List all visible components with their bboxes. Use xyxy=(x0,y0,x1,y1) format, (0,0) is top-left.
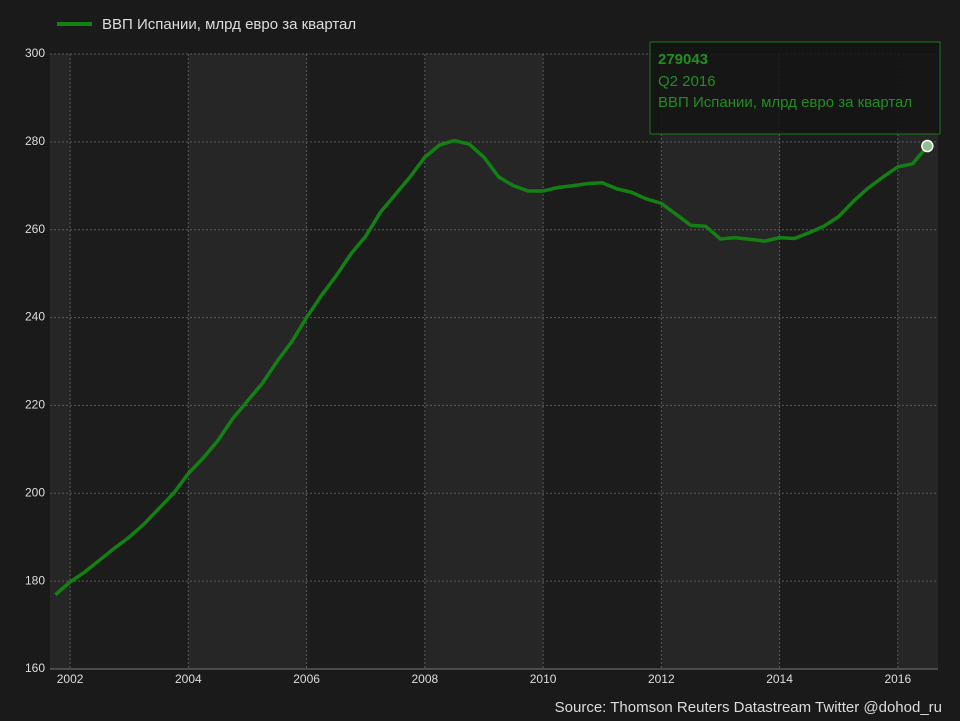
highlight-point xyxy=(921,139,934,153)
tooltip-series: ВВП Испании, млрд евро за квартал xyxy=(658,94,912,111)
band xyxy=(188,54,307,669)
band xyxy=(661,54,780,669)
y-tick-label: 240 xyxy=(25,310,45,324)
x-tick-label: 2016 xyxy=(884,672,911,686)
plot-area xyxy=(50,53,938,670)
y-tick-label: 160 xyxy=(25,661,45,675)
x-tick-label: 2006 xyxy=(293,672,320,686)
y-tick-label: 220 xyxy=(25,398,45,412)
source: Source: Thomson Reuters Datastream Twitt… xyxy=(555,699,942,716)
y-tick-label: 180 xyxy=(25,573,45,587)
x-tick-label: 2004 xyxy=(175,672,202,686)
series-line xyxy=(54,138,929,597)
y-tick-label: 300 xyxy=(25,46,45,60)
y-tick-label: 200 xyxy=(25,485,45,499)
x-tick-label: 2010 xyxy=(530,672,557,686)
band xyxy=(50,54,71,669)
legend-label: ВВП Испании, млрд евро за квартал xyxy=(102,16,356,33)
x-tick-label: 2014 xyxy=(766,672,793,686)
tooltip-box xyxy=(649,41,941,135)
tooltip-period: Q2 2016 xyxy=(658,73,716,90)
x-tick-label: 2008 xyxy=(411,672,438,686)
x-tick-label: 2012 xyxy=(648,672,675,686)
tooltip-value: 279043 xyxy=(658,51,708,68)
y-tick-label: 280 xyxy=(25,134,45,148)
y-tick-label: 260 xyxy=(25,222,45,236)
x-tick-label: 2002 xyxy=(57,672,84,686)
band xyxy=(424,54,544,669)
